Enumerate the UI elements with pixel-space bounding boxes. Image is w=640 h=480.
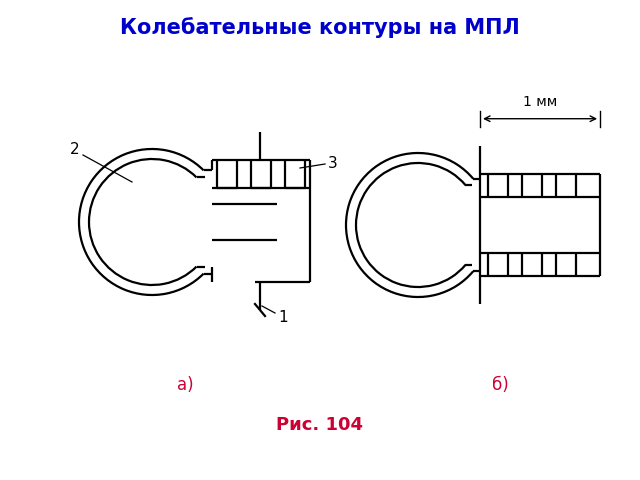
Text: Рис. 104: Рис. 104 — [276, 416, 364, 434]
Text: 3: 3 — [328, 156, 338, 171]
Text: б): б) — [492, 376, 508, 394]
Text: 1 мм: 1 мм — [523, 95, 557, 108]
Text: 1: 1 — [278, 310, 287, 324]
Text: а): а) — [177, 376, 193, 394]
Text: 2: 2 — [70, 143, 80, 157]
Text: Колебательные контуры на МПЛ: Колебательные контуры на МПЛ — [120, 17, 520, 38]
